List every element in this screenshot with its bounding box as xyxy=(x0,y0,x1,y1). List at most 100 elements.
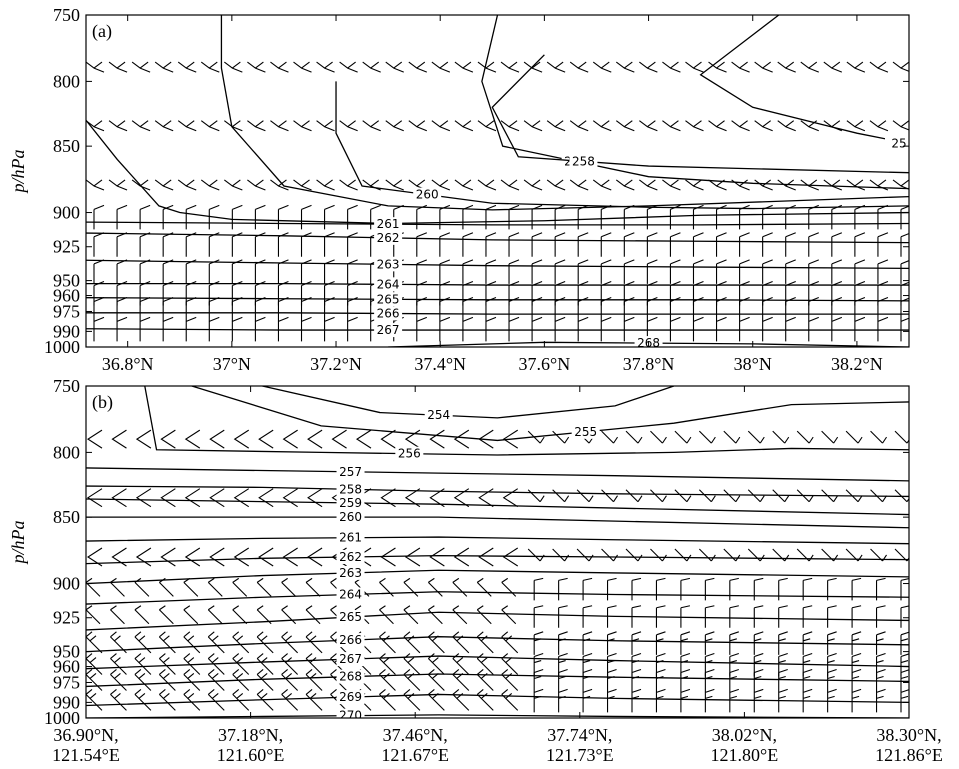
wind-barb xyxy=(650,548,667,562)
wind-barb xyxy=(715,316,727,342)
wind-barb xyxy=(247,179,266,191)
wind-barb xyxy=(569,61,589,73)
contour-line xyxy=(262,386,675,419)
contour-label: 256 xyxy=(398,447,421,461)
wind-barb xyxy=(362,61,381,73)
wind-barb xyxy=(827,688,837,713)
wind-barb xyxy=(875,605,886,628)
wind-barb xyxy=(379,577,394,597)
wind-barb xyxy=(729,605,739,628)
wind-barb xyxy=(403,577,419,597)
wind-barb xyxy=(160,488,176,508)
wind-barb xyxy=(385,179,404,191)
wind-barb xyxy=(582,605,593,628)
wind-barb xyxy=(870,430,888,444)
wind-barb xyxy=(108,61,128,73)
wind-barb xyxy=(582,577,593,601)
wind-barb xyxy=(851,631,862,655)
wind-barb xyxy=(646,259,658,284)
wind-barb xyxy=(86,61,105,73)
wind-barb xyxy=(139,281,151,306)
wind-barb xyxy=(502,429,519,449)
contour-label: 260 xyxy=(416,188,439,202)
wind-barb xyxy=(116,281,128,306)
wind-barb xyxy=(185,316,197,342)
wind-barb xyxy=(231,259,243,284)
wind-barb xyxy=(158,577,174,597)
wind-barb xyxy=(281,631,299,654)
wind-barb xyxy=(527,489,545,503)
wind-barb xyxy=(232,653,250,675)
x-tick-label: 37.18°N, 121.60°E xyxy=(217,725,285,765)
wind-barb xyxy=(729,688,739,713)
contour-line xyxy=(86,673,909,688)
contour-line xyxy=(86,536,909,545)
contour-label: 265 xyxy=(339,610,362,624)
wind-barb xyxy=(533,577,544,601)
wind-barb xyxy=(900,260,909,284)
wind-barb xyxy=(305,688,323,711)
wind-barb xyxy=(282,488,298,508)
wind-barb xyxy=(501,605,517,625)
wind-barb xyxy=(680,631,691,655)
wind-barb xyxy=(731,179,750,191)
isotherm-contours: 26025925825261262263264265266267268 xyxy=(86,15,909,347)
y-tick-label: 800 xyxy=(53,442,80,462)
wind-barb xyxy=(160,429,176,449)
wind-barb xyxy=(462,259,474,284)
wind-barb xyxy=(305,605,321,625)
wind-barb xyxy=(662,179,681,191)
wind-barb xyxy=(869,61,889,73)
wind-barb xyxy=(729,653,739,677)
wind-barb xyxy=(110,653,127,675)
contour-line xyxy=(220,15,909,211)
wind-barb xyxy=(270,120,289,132)
wind-barb xyxy=(723,489,741,503)
contour-label: 268 xyxy=(339,670,362,684)
y-tick-label: 850 xyxy=(53,136,80,156)
wind-barb xyxy=(655,577,666,601)
wind-barb xyxy=(851,688,862,713)
wind-barb xyxy=(778,688,788,713)
wind-barb xyxy=(177,120,197,132)
contour-label: 269 xyxy=(339,690,362,704)
contour-label: 254 xyxy=(427,408,450,422)
y-tick-label: 960 xyxy=(53,286,80,306)
wind-barb xyxy=(209,429,225,449)
wind-barb xyxy=(452,605,468,625)
wind-barb xyxy=(692,259,704,284)
wind-barb xyxy=(669,316,681,342)
wind-barb xyxy=(160,547,176,567)
wind-barb xyxy=(282,429,298,449)
wind-barb xyxy=(116,232,128,257)
wind-barb xyxy=(86,488,103,508)
wind-barb xyxy=(875,631,886,655)
wind-barb xyxy=(600,259,612,284)
wind-barb xyxy=(254,232,266,257)
wind-barb xyxy=(86,669,103,691)
wind-barb xyxy=(631,577,642,601)
wind-barb xyxy=(477,120,497,132)
wind-barb xyxy=(131,120,151,132)
wind-barb xyxy=(808,204,819,230)
y-tick-label: 990 xyxy=(53,692,80,712)
wind-barb xyxy=(134,653,152,675)
y-tick-label: 950 xyxy=(53,642,80,662)
wind-barb xyxy=(293,120,312,132)
contour-line xyxy=(86,555,909,565)
wind-barb xyxy=(753,631,764,655)
contour-line xyxy=(86,611,909,631)
y-tick-label: 900 xyxy=(53,574,80,594)
wind-barb xyxy=(431,179,451,191)
wind-barb xyxy=(427,605,443,625)
wind-barb xyxy=(762,296,773,322)
wind-barb xyxy=(116,259,128,284)
wind-barb xyxy=(429,547,445,567)
wind-barb xyxy=(232,669,250,691)
wind-barb xyxy=(485,259,497,284)
wind-barb xyxy=(355,429,372,449)
wind-barb xyxy=(623,232,635,257)
wind-barb xyxy=(846,120,866,132)
wind-barb xyxy=(439,204,451,230)
contour-line xyxy=(86,498,909,516)
